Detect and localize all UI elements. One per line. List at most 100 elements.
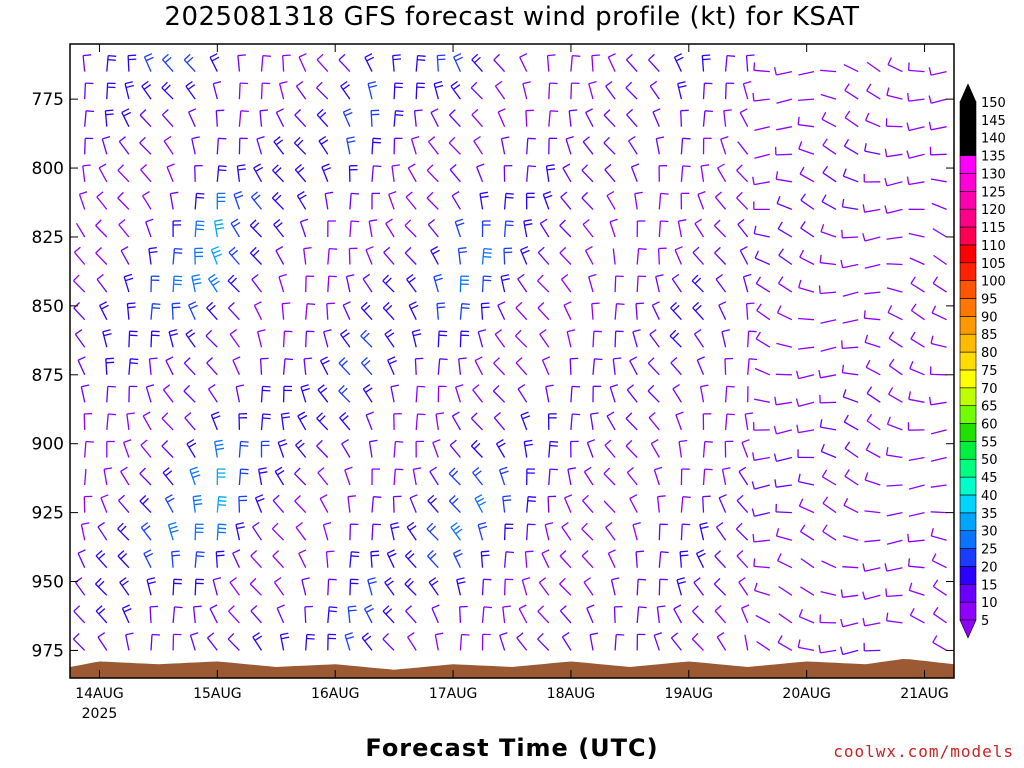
wind-barb: [325, 550, 335, 568]
wind-barb: [339, 412, 351, 431]
wind-barb: [194, 523, 204, 541]
wind-barb: [73, 274, 86, 293]
wind-barb: [673, 604, 682, 624]
wind-barb: [364, 604, 374, 624]
wind-barb: [680, 165, 691, 182]
wind-barb: [295, 80, 307, 100]
wind-barb: [294, 109, 307, 128]
wind-barb: [216, 523, 227, 541]
wind-barb: [480, 550, 490, 568]
wind-barb: [539, 328, 550, 348]
wind-barb: [367, 577, 377, 596]
wind-barb: [260, 413, 271, 430]
wind-barb: [362, 273, 373, 293]
wind-barb: [172, 633, 182, 651]
wind-barb: [775, 503, 792, 514]
wind-barb: [603, 136, 616, 155]
wind-barb: [169, 191, 179, 210]
wind-barb: [493, 357, 506, 376]
wind-barb: [150, 330, 160, 348]
wind-barb: [368, 219, 378, 238]
wind-barb: [650, 439, 660, 458]
wind-barb: [866, 413, 881, 431]
wind-barb: [139, 109, 152, 128]
wind-barb: [296, 191, 307, 210]
wind-barb: [84, 469, 87, 486]
wind-barb: [459, 633, 470, 651]
wind-barb: [692, 605, 704, 624]
wind-barb: [238, 413, 248, 430]
wind-barb: [106, 385, 116, 403]
wind-barb: [541, 356, 551, 376]
wind-barb: [415, 54, 426, 72]
colorbar-min-arrow: [959, 619, 977, 639]
wind-barb: [714, 550, 727, 569]
colorbar-segment: [959, 601, 977, 621]
wind-barb: [344, 632, 355, 651]
wind-barb: [756, 303, 771, 321]
wind-barb: [119, 577, 130, 596]
wind-barb: [702, 468, 713, 486]
wind-barb: [84, 137, 94, 155]
colorbar-label: 60: [981, 418, 998, 433]
colorbar-label: 30: [981, 525, 998, 540]
wind-barb: [407, 632, 417, 651]
wind-barb: [162, 467, 174, 486]
wind-barb: [736, 164, 749, 183]
wind-barb: [498, 466, 509, 486]
wind-barb: [300, 384, 310, 403]
wind-barb: [393, 440, 404, 458]
wind-barb: [500, 136, 510, 155]
y-tick-label: 975: [32, 641, 64, 661]
wind-barb: [253, 301, 263, 320]
wind-barb: [753, 225, 770, 238]
wind-barb: [820, 223, 837, 238]
colorbar-label: 110: [981, 239, 1006, 254]
wind-barb: [347, 495, 356, 513]
wind-barb: [582, 218, 594, 238]
wind-barb: [260, 82, 271, 100]
wind-barb: [648, 412, 660, 431]
wind-barb: [253, 163, 264, 183]
wind-barb: [146, 577, 156, 596]
wind-barb: [214, 439, 225, 458]
wind-barb: [393, 413, 402, 430]
wind-barb: [349, 578, 359, 596]
wind-barb: [570, 413, 581, 430]
wind-barb: [437, 358, 448, 375]
wind-barb: [327, 247, 338, 265]
wind-barb: [796, 424, 815, 434]
wind-barb: [777, 221, 793, 238]
wind-barb: [338, 357, 351, 376]
wind-barb: [295, 522, 307, 541]
wind-barb: [228, 605, 240, 624]
wind-barb: [754, 153, 770, 159]
wind-barb: [459, 330, 470, 348]
wind-barb: [610, 577, 620, 596]
wind-barb: [493, 53, 506, 73]
wind-barb: [537, 605, 550, 624]
wind-barb: [738, 577, 749, 596]
wind-barb: [389, 522, 400, 541]
wind-barb: [775, 373, 792, 376]
wind-barb: [273, 577, 285, 596]
wind-barb: [636, 247, 647, 265]
wind-barb: [928, 121, 947, 131]
wind-barb: [172, 606, 183, 623]
wind-barb: [740, 604, 750, 624]
wind-barb: [745, 54, 755, 72]
wind-barb: [754, 250, 771, 266]
wind-barb: [592, 330, 602, 348]
colorbar-label: 5: [981, 614, 989, 629]
wind-barb: [117, 550, 130, 569]
wind-barb: [559, 550, 572, 569]
colorbar-label: 105: [981, 257, 1006, 272]
wind-barb: [569, 357, 579, 375]
wind-barb: [271, 191, 285, 210]
wind-barb: [392, 495, 402, 513]
wind-barb: [523, 219, 533, 238]
wind-barb: [862, 563, 881, 572]
wind-barb: [518, 604, 528, 624]
wind-barb: [821, 111, 837, 128]
wind-barb: [433, 80, 444, 100]
